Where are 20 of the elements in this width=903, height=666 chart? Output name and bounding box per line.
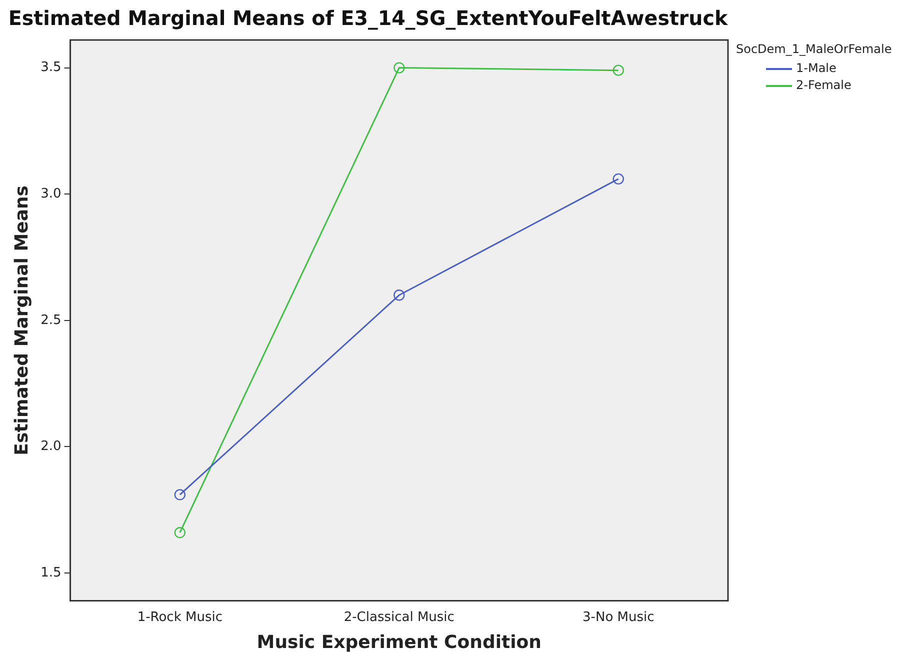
y-tick-label: 2.5	[40, 312, 62, 328]
y-tick-label: 1.5	[40, 565, 62, 580]
y-tick-label: 3.0	[40, 186, 62, 202]
legend-label: 2-Female	[796, 78, 852, 92]
x-axis-title: Music Experiment Condition	[256, 632, 542, 653]
legend-title: SocDem_1_MaleOrFemale	[736, 42, 892, 56]
chart-title: Estimated Marginal Means of E3_14_SG_ExtentYouFeltAwestruck	[8, 7, 728, 30]
x-tick-label: 1-Rock Music	[137, 610, 222, 625]
y-tick-label: 2.0	[40, 439, 62, 454]
x-tick-label: 2-Classical Music	[344, 610, 454, 625]
point	[394, 290, 405, 301]
x-tick-label: 3-No Music	[582, 610, 654, 625]
y-tick-label: 3.5	[40, 60, 62, 76]
point	[394, 62, 405, 74]
point	[612, 64, 624, 76]
point	[174, 489, 186, 500]
y-axis-title: Estimated Marginal Means	[11, 185, 32, 456]
legend-label: 1-Male	[796, 61, 836, 76]
point	[174, 526, 186, 538]
point	[612, 173, 624, 185]
